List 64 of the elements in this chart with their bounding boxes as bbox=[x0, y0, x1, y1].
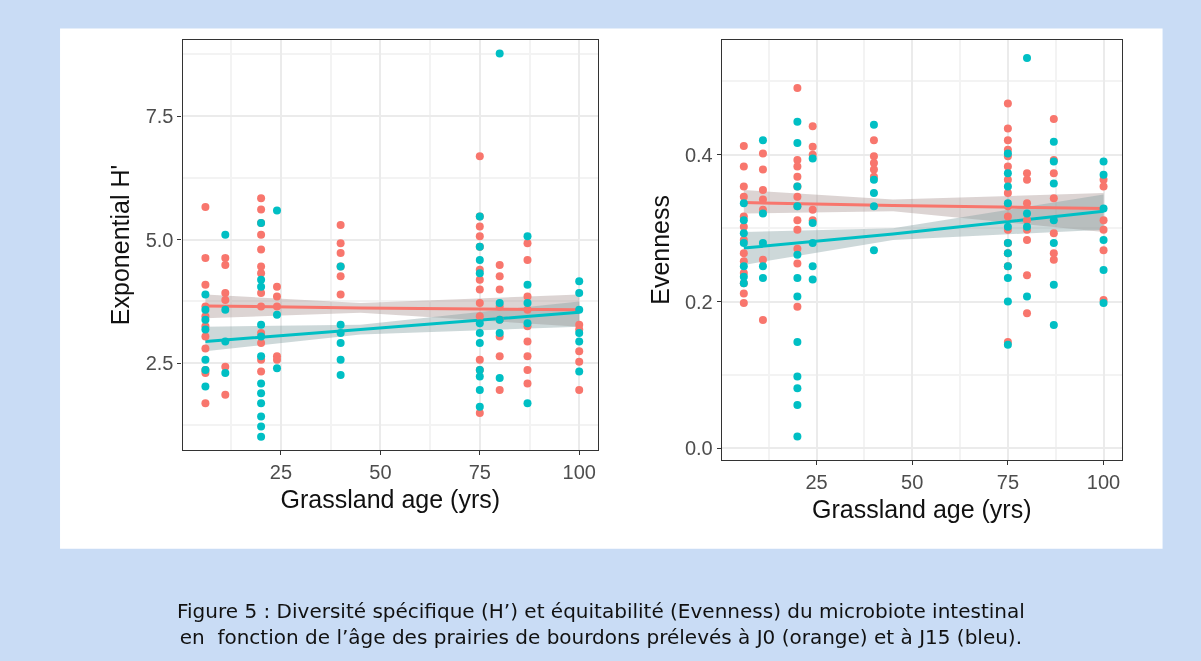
point bbox=[575, 289, 584, 298]
y-tick-label: 0.2 bbox=[684, 290, 713, 313]
x-axis-title: Grassland age (yrs) bbox=[812, 495, 1032, 524]
y-axis-title: Evenness bbox=[645, 194, 674, 305]
point bbox=[475, 372, 484, 381]
x-tick-label: 50 bbox=[901, 471, 924, 494]
point bbox=[336, 371, 345, 380]
point bbox=[257, 432, 266, 441]
point bbox=[575, 305, 584, 314]
point bbox=[475, 255, 484, 264]
point bbox=[336, 329, 345, 338]
point bbox=[475, 269, 484, 278]
point bbox=[523, 232, 532, 241]
point bbox=[575, 367, 584, 376]
point bbox=[257, 399, 266, 408]
y-tick-label: 0.4 bbox=[684, 143, 713, 166]
point bbox=[201, 355, 210, 364]
point bbox=[575, 329, 584, 338]
point bbox=[257, 422, 266, 431]
point bbox=[475, 329, 484, 338]
point bbox=[475, 338, 484, 347]
point bbox=[273, 310, 281, 319]
point bbox=[475, 319, 484, 328]
point bbox=[475, 402, 484, 411]
point bbox=[273, 364, 281, 373]
x-tick-label: 100 bbox=[1086, 471, 1121, 494]
point bbox=[257, 389, 266, 398]
point bbox=[221, 305, 230, 314]
point bbox=[575, 277, 584, 286]
point bbox=[495, 374, 504, 383]
point bbox=[257, 275, 266, 284]
point bbox=[523, 399, 532, 408]
point bbox=[257, 282, 266, 291]
y-tick-label: 0.0 bbox=[684, 437, 713, 460]
x-tick-label: 100 bbox=[562, 461, 596, 484]
y-tick-label: 5.0 bbox=[145, 228, 174, 251]
point bbox=[273, 206, 281, 215]
y-axis-title: Exponential H' bbox=[106, 164, 135, 326]
point bbox=[336, 355, 345, 364]
point bbox=[257, 379, 266, 388]
point bbox=[475, 385, 484, 394]
point bbox=[257, 412, 266, 421]
point bbox=[336, 320, 345, 329]
point bbox=[221, 369, 230, 378]
x-tick-label: 25 bbox=[805, 471, 828, 494]
point bbox=[495, 298, 504, 307]
point bbox=[523, 298, 532, 307]
y-tick-label: 2.5 bbox=[145, 352, 174, 375]
x-tick-label: 50 bbox=[369, 461, 392, 484]
caption: Figure 5 : Diversité spécifique (H’) et équitabilité (Evenness) du microbiote intestinal en fonction de l’âge des prairies de bourdons prélevés à J0 (orange) et à J15 (bleu). bbox=[177, 599, 1025, 649]
point bbox=[336, 338, 345, 347]
y-tick-label: 7.5 bbox=[145, 105, 174, 128]
x-tick-label: 75 bbox=[996, 471, 1020, 494]
point bbox=[495, 49, 504, 58]
point bbox=[575, 337, 584, 346]
point bbox=[523, 280, 532, 289]
x-axis-title: Grassland age (yrs) bbox=[280, 485, 501, 514]
point bbox=[221, 230, 230, 239]
point bbox=[201, 382, 210, 391]
x-tick-label: 75 bbox=[468, 461, 491, 484]
point bbox=[201, 290, 210, 299]
x-tick-label: 25 bbox=[269, 461, 293, 484]
point bbox=[221, 337, 230, 346]
point bbox=[257, 320, 266, 329]
